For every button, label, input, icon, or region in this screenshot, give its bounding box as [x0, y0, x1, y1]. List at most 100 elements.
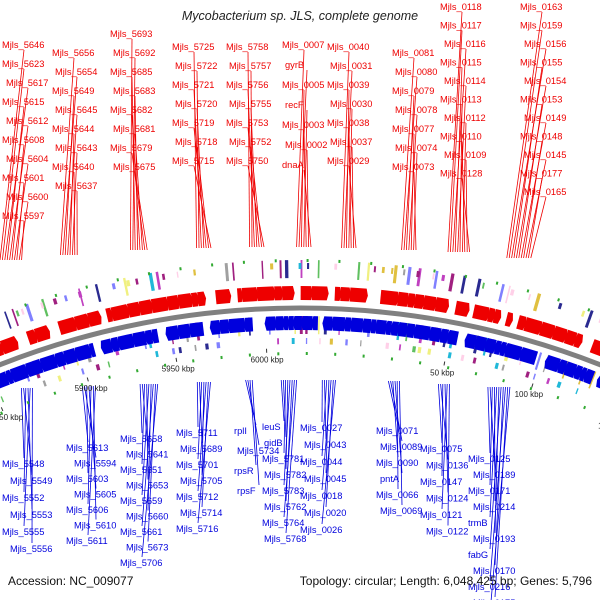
forward-gene-label: Mjls_5756	[226, 80, 268, 90]
reverse-gene-label: Mjls_0189	[473, 470, 515, 480]
forward-gene-label: Mjls_5752	[229, 137, 271, 147]
reverse-gene-pointer	[438, 383, 443, 444]
forward-gene-label: Mjls_5656	[52, 48, 94, 58]
forward-gene-pointer	[196, 146, 209, 249]
reverse-gene-arrow	[390, 321, 400, 336]
green-tick	[163, 363, 167, 367]
forward-gene-pointer	[193, 165, 212, 249]
forward-gene-label: Mjls_0149	[524, 113, 566, 123]
reverse-gene-pointer	[141, 383, 159, 558]
forward-gene-pointer	[134, 95, 138, 251]
genome-title: Mycobacterium sp. JLS, complete genome	[181, 9, 419, 23]
forward-gene-arrow	[236, 288, 244, 303]
reverse-gene-label: Mjls_0020	[304, 508, 346, 518]
forward-gene-label: Mjls_0110	[440, 132, 482, 142]
reverse-gene-arrow	[464, 333, 478, 350]
reverse-gene-pointer	[321, 379, 328, 457]
feature-track-mark	[416, 268, 422, 287]
feature-track-mark	[126, 279, 131, 287]
reverse-gene-arrow	[413, 324, 431, 341]
reverse-gene-arrow	[117, 333, 135, 351]
green-tick	[495, 281, 499, 285]
reverse-gene-pointer	[251, 379, 260, 486]
reverse-gene-label: Mjls_5613	[66, 443, 108, 453]
reverse-gene-label: Mjls_0044	[300, 457, 342, 467]
forward-gene-arrow	[340, 286, 351, 302]
reverse-gene-label: Mjls_0175	[473, 598, 515, 600]
reverse-gene-label: Mjls_5606	[66, 505, 108, 515]
green-tick	[502, 378, 505, 383]
forward-gene-arrow	[413, 293, 425, 310]
feature-track-mark	[11, 308, 19, 327]
reverse-gene-pointer	[494, 386, 509, 598]
feature-track-mark	[460, 275, 467, 294]
reverse-gene-label: Mjls_5689	[180, 444, 222, 454]
forward-gene-arrow	[138, 299, 154, 316]
genome-summary: Topology: circular; Length: 6,048,425 bp…	[299, 574, 592, 588]
forward-gene-label: Mjls_0007	[282, 40, 324, 50]
green-tick	[54, 293, 58, 298]
forward-gene-labels: Mjls_5646 Mjls_5623 Mjls_5617 Mjls_5615 Mjls…	[2, 2, 566, 221]
reverse-gene-pointer	[283, 379, 291, 486]
forward-gene-arrow	[282, 286, 295, 301]
reverse-gene-label: Mjls_0018	[300, 491, 342, 501]
reverse-gene-arrow	[439, 328, 450, 344]
forward-gene-pointer	[457, 85, 467, 253]
forward-gene-pointer	[348, 165, 357, 249]
forward-gene-pointer	[413, 171, 417, 251]
forward-gene-pointer	[6, 106, 25, 261]
forward-gene-arrow	[472, 304, 490, 322]
forward-gene-arrow	[454, 300, 470, 317]
forward-gene-pointer	[306, 149, 309, 248]
forward-gene-pointer	[341, 51, 350, 249]
forward-gene-label: Mjls_5645	[55, 105, 97, 115]
scale-tick	[86, 377, 89, 382]
forward-gene-arrow	[215, 289, 232, 305]
green-tick	[80, 382, 84, 387]
forward-gene-label: Mjls_0113	[440, 95, 482, 105]
feature-track-mark	[94, 283, 102, 303]
reverse-gene-pointer	[141, 383, 145, 465]
feature-track-mark	[261, 260, 264, 279]
scale-tick-label: 5900 kbp	[75, 384, 108, 393]
feature-track-mark	[216, 342, 221, 349]
reverse-gene-arrow	[446, 329, 459, 346]
reverse-gene-label: Mjls_0170	[473, 566, 515, 576]
scale-tick-label: 150 kbp	[598, 421, 600, 430]
forward-gene-label: Mjls_5601	[2, 173, 44, 183]
reverse-gene-pointer	[490, 386, 511, 600]
forward-gene-pointer	[303, 109, 308, 248]
feature-track-mark	[392, 265, 398, 284]
reverse-gene-label: Mjls_5711	[176, 428, 218, 438]
forward-gene-pointer	[130, 38, 133, 251]
reverse-gene-arrow	[331, 316, 346, 332]
forward-gene-arrow	[504, 312, 513, 327]
reverse-gene-pointer	[283, 379, 286, 454]
forward-gene-pointer	[16, 182, 25, 261]
feature-track-mark	[171, 348, 176, 355]
forward-gene-pointer	[348, 127, 352, 249]
forward-gene-arrow	[300, 286, 313, 301]
forward-gene-pointer	[134, 133, 143, 251]
reverse-gene-arrow	[504, 342, 523, 361]
forward-gene-label: Mjls_0078	[395, 105, 437, 115]
forward-gene-label: Mjls_5612	[6, 116, 48, 126]
forward-gene-arrow	[166, 295, 180, 311]
feature-track-mark	[588, 371, 597, 389]
accession-number: Accession: NC_009077	[8, 574, 134, 588]
reverse-gene-arrow	[165, 325, 180, 341]
forward-gene-pointer	[516, 85, 547, 259]
reverse-gene-pointer	[489, 386, 498, 518]
reverse-gene-label: Mjls_5549	[10, 476, 52, 486]
reverse-gene-arrow	[63, 347, 78, 365]
forward-gene-label: Mjls_5597	[2, 211, 44, 221]
forward-gene-pointer	[410, 133, 415, 251]
forward-gene-label: Mjls_5682	[110, 105, 152, 115]
forward-gene-pointer	[132, 57, 136, 251]
forward-gene-label: Mjls_0159	[520, 21, 562, 31]
reverse-gene-pointer	[139, 383, 143, 434]
green-tick	[557, 298, 560, 302]
forward-gene-arrow	[190, 292, 200, 307]
reverse-gene-pointer	[447, 383, 450, 526]
